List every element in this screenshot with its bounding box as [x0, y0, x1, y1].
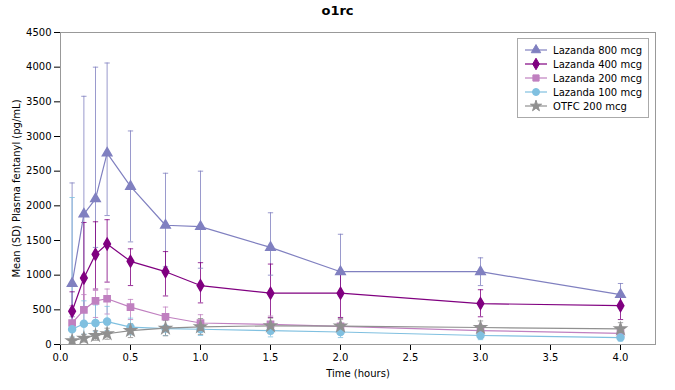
- svg-text:2500: 2500: [26, 165, 51, 176]
- svg-text:0.5: 0.5: [123, 352, 139, 363]
- html-text:o1rc: o1rc: [321, 3, 354, 18]
- svg-text:1500: 1500: [26, 235, 51, 246]
- svg-text:3.0: 3.0: [473, 352, 489, 363]
- svg-text:1.5: 1.5: [263, 352, 279, 363]
- svg-text:2000: 2000: [26, 200, 51, 211]
- svg-text:3.5: 3.5: [543, 352, 559, 363]
- svg-text:4500: 4500: [26, 27, 51, 38]
- svg-text:0.0: 0.0: [53, 352, 69, 363]
- svg-text:2.5: 2.5: [403, 352, 419, 363]
- html-text:Lazanda 400 mcg: Lazanda 400 mcg: [553, 58, 642, 70]
- svg-text:1.0: 1.0: [193, 352, 209, 363]
- svg-text:0: 0: [45, 339, 51, 350]
- svg-text:4.0: 4.0: [613, 352, 629, 363]
- svg-text:2.0: 2.0: [333, 352, 349, 363]
- svg-text:Time (hours): Time (hours): [325, 368, 390, 379]
- svg-text:4000: 4000: [26, 61, 51, 72]
- html-text:Lazanda 200 mcg: Lazanda 200 mcg: [553, 72, 642, 84]
- svg-text:1000: 1000: [26, 269, 51, 280]
- html-text:Lazanda 100 mcg: Lazanda 100 mcg: [553, 86, 642, 98]
- svg-text:3500: 3500: [26, 96, 51, 107]
- svg-text:3000: 3000: [26, 131, 51, 142]
- svg-text:500: 500: [32, 304, 51, 315]
- svg-text:Mean (SD) Plasma fentanyl (pg/: Mean (SD) Plasma fentanyl (pg/mL): [11, 99, 22, 277]
- html-text:Lazanda 800 mcg: Lazanda 800 mcg: [553, 44, 642, 56]
- html-text:OTFC 200 mcg: OTFC 200 mcg: [553, 100, 627, 112]
